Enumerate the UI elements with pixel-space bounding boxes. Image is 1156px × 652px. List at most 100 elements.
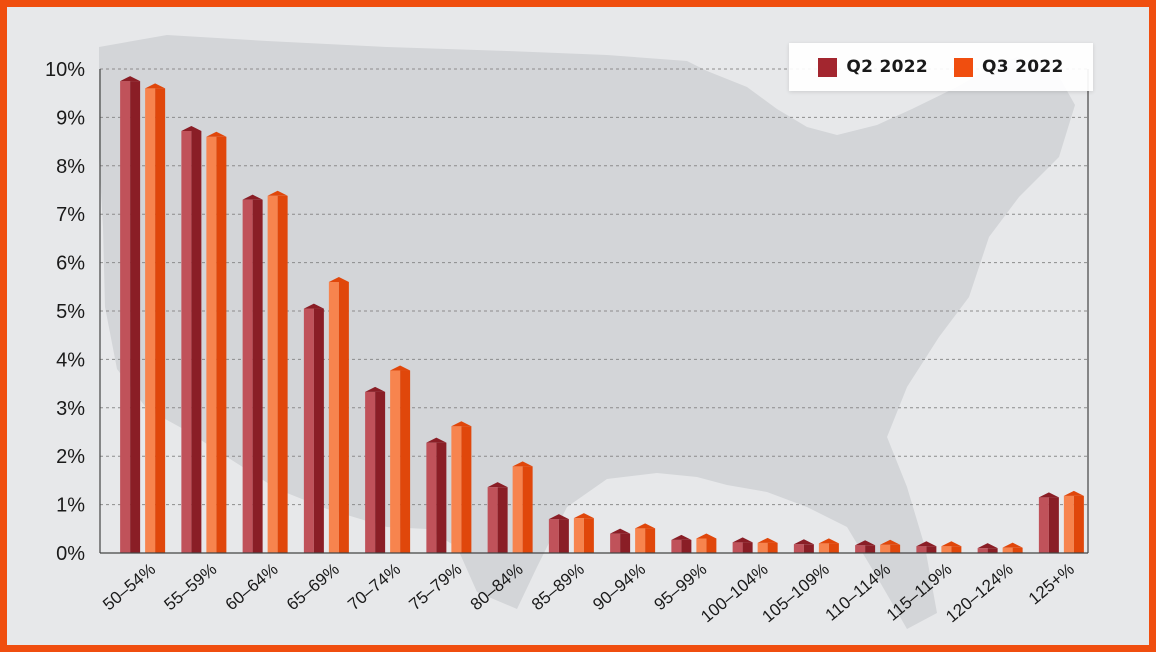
- bar-cap: [1002, 542, 1023, 548]
- bar-face-right: [1073, 495, 1084, 553]
- y-tick-label: 6%: [56, 253, 85, 275]
- bar-face-right: [375, 391, 386, 553]
- x-axis: 50–54% 55–59% 60–64% 65–69% 70–74% 75–79% 80–8…: [99, 560, 1078, 627]
- bar-cap: [487, 482, 508, 488]
- y-tick-label: 7%: [56, 204, 85, 226]
- y-tick-label: 9%: [56, 107, 85, 129]
- x-tick-label: 125+%: [1025, 560, 1078, 609]
- bar-face-left: [548, 519, 559, 553]
- x-tick-label: 85–89%: [528, 560, 588, 615]
- bar-q2: [120, 76, 141, 553]
- bar-q3: [757, 537, 778, 553]
- bar-face-left: [793, 544, 804, 553]
- bar-q3: [941, 541, 962, 553]
- bar-face-left: [880, 544, 891, 553]
- bar-q3: [145, 83, 166, 554]
- bar-q2: [303, 303, 324, 553]
- legend-swatch-q2: [818, 57, 838, 77]
- bar-face-left: [242, 199, 253, 553]
- bar-q3: [818, 538, 839, 553]
- bar-face-right: [645, 528, 656, 553]
- x-tick-label: 95–99%: [650, 560, 710, 615]
- bar-cap: [573, 513, 594, 519]
- bar-face-right: [522, 466, 533, 553]
- bar-face-left: [267, 195, 278, 554]
- y-tick-label: 1%: [56, 495, 85, 517]
- bar-cap: [426, 437, 447, 443]
- legend-swatch-q3: [954, 57, 973, 77]
- bar-face-right: [987, 548, 998, 553]
- bar-cap: [242, 194, 263, 200]
- bar-face-right: [155, 88, 166, 554]
- bar-face-right: [583, 518, 594, 553]
- x-tick-label: 120–124%: [942, 560, 1017, 627]
- bar-cap: [365, 386, 386, 392]
- bar-face-left: [977, 548, 988, 553]
- bar-cap: [732, 537, 753, 543]
- bar-cap: [818, 538, 839, 544]
- bar-q3: [267, 190, 288, 554]
- legend-label-q2: Q2 2022: [846, 57, 928, 77]
- x-tick-label: 110–114%: [822, 560, 895, 625]
- bar-q2: [977, 543, 998, 553]
- bar-face-left: [941, 546, 952, 553]
- bar-q2: [793, 539, 814, 553]
- x-tick-label: 50–54%: [99, 560, 159, 615]
- bar-q2: [732, 537, 753, 553]
- bar-face-left: [573, 518, 584, 553]
- bar-face-left: [1063, 495, 1074, 553]
- bar-q2: [671, 534, 692, 553]
- bar-cap: [696, 533, 717, 539]
- bar-q2: [487, 482, 508, 553]
- bar-face-left: [487, 487, 498, 553]
- bar-q3: [206, 131, 227, 553]
- bar-q3: [696, 533, 717, 553]
- bar-cap: [671, 534, 692, 540]
- bar-face-right: [400, 370, 411, 553]
- bar-face-left: [635, 528, 646, 553]
- bar-face-right: [313, 308, 324, 553]
- bar-cap: [610, 528, 631, 534]
- bar-face-right: [620, 533, 631, 553]
- x-tick-label: 75–79%: [405, 560, 465, 615]
- legend-label-q3: Q3 2022: [982, 57, 1064, 77]
- bar-cap: [206, 131, 227, 137]
- bar-face-right: [890, 544, 901, 553]
- bar-face-right: [130, 81, 141, 553]
- bar-face-left: [303, 308, 314, 553]
- bar-face-left: [206, 136, 217, 553]
- bar-chart: 0% 1% 2% 3% 4% 5% 6% 7% 8% 9% 10% 50–54% 55–59% 60–6…: [45, 35, 1089, 629]
- bar-cap: [1038, 492, 1059, 498]
- bar-face-right: [828, 543, 839, 553]
- x-tick-label: 70–74%: [344, 560, 404, 615]
- bar-face-right: [767, 542, 778, 553]
- bar-face-left: [451, 426, 462, 553]
- bar-q3: [635, 523, 656, 553]
- y-axis: 0% 1% 2% 3% 4% 5% 6% 7% 8% 9% 10%: [45, 59, 85, 565]
- bar-face-right: [803, 544, 814, 553]
- bar-face-right: [277, 195, 288, 554]
- bar-cap: [328, 276, 349, 282]
- bar-cap: [120, 76, 141, 82]
- bar-face-right: [1048, 497, 1059, 553]
- bar-face-right: [865, 545, 876, 553]
- bar-face-left: [365, 391, 376, 553]
- x-tick-label: 100–104%: [697, 560, 772, 627]
- bar-face-right: [497, 487, 508, 553]
- bar-face-right: [191, 130, 202, 553]
- y-tick-label: 2%: [56, 446, 85, 468]
- bar-q3: [328, 276, 349, 553]
- bar-q3: [390, 365, 411, 553]
- x-tick-label: 105–109%: [758, 560, 833, 627]
- bar-cap: [855, 540, 876, 546]
- bar-q3: [451, 421, 472, 553]
- bar-face-left: [120, 81, 131, 553]
- bar-face-right: [1012, 547, 1023, 553]
- x-tick-label: 55–59%: [160, 560, 220, 615]
- gridlines: [100, 68, 1088, 506]
- bar-face-left: [426, 442, 437, 553]
- bar-q2: [426, 437, 447, 553]
- bar-face-right: [926, 546, 937, 553]
- bar-cap: [390, 365, 411, 371]
